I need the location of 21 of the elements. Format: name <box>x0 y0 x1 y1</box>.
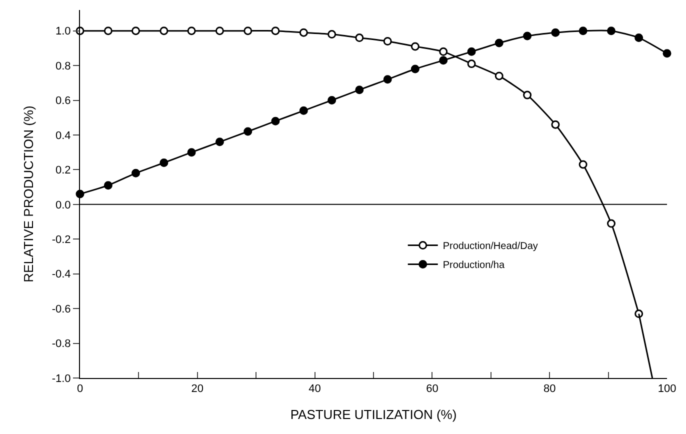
y-tick-label: -0.6 <box>52 303 71 316</box>
x-tick-label: 40 <box>308 383 321 396</box>
legend-label: Production/Head/Day <box>442 241 538 252</box>
legend-label: Production/ha <box>442 260 505 272</box>
x-tick-label: 0 <box>76 383 84 396</box>
y-tick-label: -0.2 <box>52 234 71 246</box>
y-axis-title: RELATIVE PRODUCTION (%) <box>20 106 36 282</box>
y-tick-label: 0.4 <box>56 130 71 142</box>
x-tick-label: 100 <box>658 383 676 396</box>
y-tick-label: 0.6 <box>56 95 71 108</box>
y-tick-label: -0.8 <box>52 338 71 350</box>
y-tick-label: 0.0 <box>56 199 71 212</box>
y-tick-label: 0.2 <box>56 164 71 177</box>
x-tick-label: 80 <box>543 383 556 396</box>
y-tick-label: 0.8 <box>56 60 71 72</box>
x-tick-label: 60 <box>426 383 438 396</box>
x-axis-title: PASTURE UTILIZATION (%) <box>290 406 457 422</box>
y-tick-label: -0.4 <box>52 268 71 281</box>
y-tick-label: 1.0 <box>56 26 71 38</box>
x-tick-label: 20 <box>191 383 204 396</box>
y-tick-label: -1.0 <box>52 372 71 385</box>
